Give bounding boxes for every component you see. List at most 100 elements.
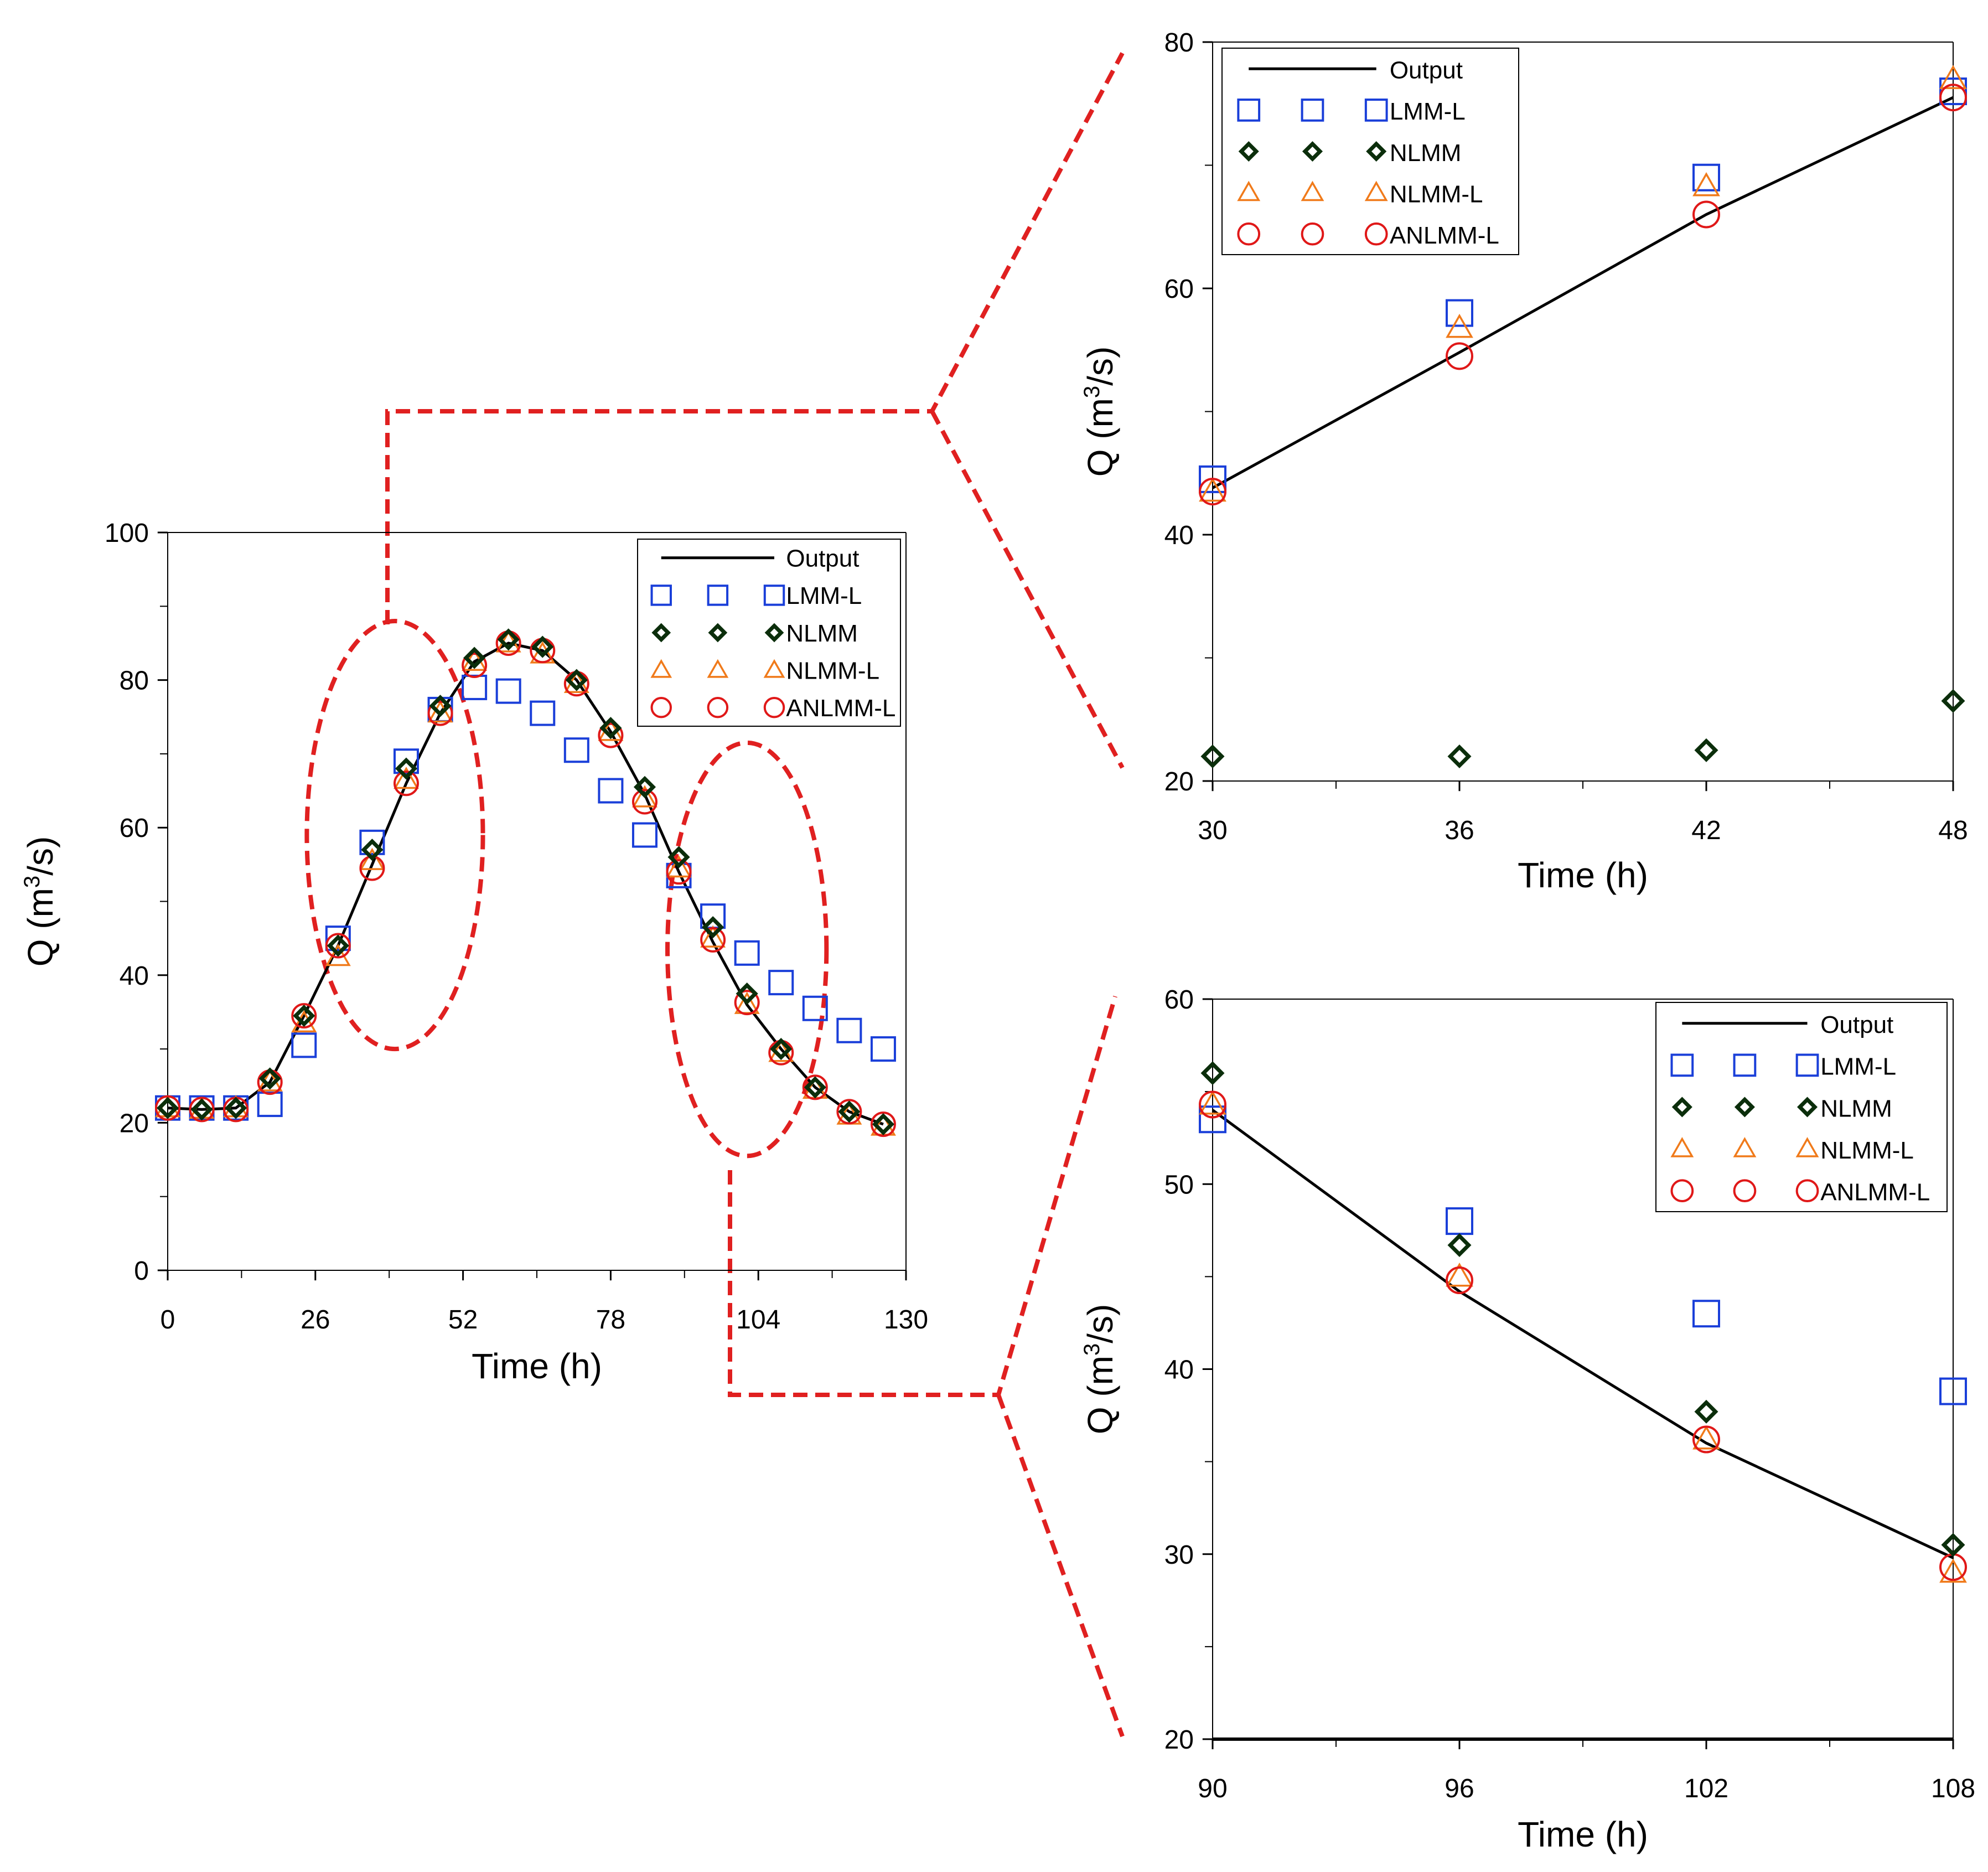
- data-point-nlmm: [327, 934, 349, 957]
- data-point-anlmm-l: [631, 789, 658, 815]
- data-point-nlmm: [463, 647, 486, 669]
- zoom-connector-top-upper: [385, 52, 1125, 624]
- y-tick-label: 30: [1164, 1540, 1194, 1570]
- y-axis-title-tail: /s): [1080, 347, 1120, 386]
- legend-marker-lmm-l: [1301, 99, 1324, 122]
- data-point-anlmm-l: [666, 859, 692, 885]
- data-point-nlmm-l: [1199, 1090, 1226, 1115]
- series-line-output: [167, 642, 884, 1126]
- x-tick-label: 48: [1938, 816, 1968, 845]
- data-point-nlmm-l: [1446, 313, 1473, 338]
- y-tick-label: 80: [120, 666, 149, 696]
- y-tick-label: 50: [1164, 1170, 1194, 1199]
- data-point-lmm-l: [598, 778, 624, 804]
- legend-label: NLMM-L: [1820, 1137, 1914, 1164]
- data-point-lmm-l: [1939, 77, 1967, 105]
- chart-main: 0 26 52 78 104 130 0 20 40 60 80 100 Time (h) Q (m3/s…: [20, 519, 928, 1386]
- legend-marker-lmm-l: [1670, 1053, 1694, 1077]
- legend-marker-lmm-l: [1795, 1053, 1819, 1077]
- data-point-nlmm-l: [700, 925, 726, 948]
- x-axis-title: Time (h): [472, 1346, 602, 1386]
- data-point-anlmm-l: [734, 990, 760, 1016]
- y-axis-title: Q (m3/s): [1080, 347, 1120, 477]
- legend-marker-anlmm-l: [1237, 222, 1261, 246]
- data-point-nlmm: [156, 1097, 179, 1119]
- legend-marker-lmm-l: [763, 585, 785, 606]
- data-point-nlmm: [872, 1113, 895, 1136]
- x-axis-title: Time (h): [1518, 1814, 1648, 1854]
- data-point-nlmm: [1694, 1399, 1718, 1424]
- legend-label: NLMM: [786, 620, 858, 647]
- legend-marker-nlmm: [1238, 141, 1259, 162]
- chart-zoom-bottom: 90 96 102 108 20 30 40 50 60 Time (h) Q (m3/s) Outp…: [1080, 985, 1975, 1854]
- data-point-nlmm: [293, 1005, 315, 1027]
- legend-marker-lmm-l: [1733, 1053, 1757, 1077]
- y-tick-label: 100: [105, 519, 149, 548]
- data-point-nlmm: [736, 982, 758, 1005]
- data-point-nlmm-l: [1939, 1558, 1967, 1583]
- y-axis-title-superscript: 3: [20, 876, 44, 888]
- data-point-lmm-l: [1692, 163, 1720, 192]
- data-point-nlmm: [1941, 1533, 1965, 1557]
- x-tick-label: 108: [1931, 1774, 1975, 1803]
- data-point-lmm-l: [1692, 1300, 1720, 1328]
- legend-marker-lmm-l: [1364, 99, 1388, 122]
- series-line-output: [1212, 96, 1954, 489]
- y-tick-label: 20: [1164, 767, 1194, 797]
- data-point-anlmm-l: [393, 770, 419, 797]
- data-point-anlmm-l: [189, 1097, 215, 1123]
- data-point-lmm-l: [257, 1092, 283, 1118]
- data-point-nlmm-l: [666, 855, 692, 878]
- data-point-lmm-l: [393, 748, 419, 774]
- legend-label: Output: [1820, 1011, 1893, 1038]
- data-point-anlmm-l: [1199, 478, 1226, 506]
- data-point-lmm-l: [291, 1032, 317, 1058]
- x-tick-label: 36: [1445, 816, 1474, 845]
- legend-marker-anlmm-l: [1301, 222, 1324, 246]
- data-point-nlmm: [838, 1100, 861, 1123]
- y-axis-title: Q (m3/s): [20, 836, 60, 967]
- data-point-nlmm: [361, 839, 384, 861]
- legend-marker-nlmm-l: [1795, 1137, 1819, 1157]
- data-point-anlmm-l: [870, 1111, 896, 1137]
- data-point-nlmm: [667, 846, 690, 868]
- x-tick-label: 90: [1198, 1774, 1227, 1803]
- data-point-nlmm: [531, 635, 554, 658]
- legend-marker-nlmm-l: [1364, 180, 1388, 201]
- data-point-nlmm-l: [427, 700, 453, 723]
- y-tick-label: 40: [120, 961, 149, 991]
- x-tick-label: 96: [1445, 1774, 1474, 1803]
- legend-marker-nlmm-l: [1733, 1137, 1757, 1157]
- legend-marker-anlmm-l: [1670, 1179, 1694, 1203]
- legend-label: ANLMM-L: [786, 695, 895, 722]
- zoom-connector-lines: [385, 52, 1125, 1737]
- x-tick-label: 52: [448, 1305, 478, 1335]
- y-tick-label: 20: [120, 1109, 149, 1138]
- legend-marker-nlmm-l: [1670, 1137, 1694, 1157]
- legend-marker-nlmm: [651, 623, 671, 643]
- data-point-lmm-l: [768, 970, 794, 996]
- legend-marker-nlmm-l: [1237, 180, 1261, 201]
- legend-marker-anlmm-l: [1733, 1179, 1757, 1203]
- chart-zoom-top: 30 36 42 48 20 40 60 80 Time (h) Q (m3/s) Output LM…: [1080, 28, 1968, 895]
- y-tick-label: 60: [1164, 985, 1194, 1015]
- data-point-nlmm: [1200, 744, 1225, 769]
- data-point-nlmm: [565, 669, 588, 691]
- data-point-nlmm-l: [1692, 1425, 1720, 1450]
- y-axis-title-main: Q (m: [1080, 1356, 1120, 1434]
- legend-label: NLMM-L: [786, 657, 879, 684]
- zoom-connector-bottom-upper: [728, 995, 1117, 1397]
- data-point-anlmm-l: [1692, 1425, 1720, 1454]
- x-tick-label: 78: [596, 1305, 625, 1335]
- x-tick-label: 130: [884, 1305, 928, 1335]
- data-point-anlmm-l: [836, 1099, 862, 1125]
- data-point-nlmm-l: [1199, 477, 1226, 502]
- data-point-lmm-l: [1199, 1105, 1226, 1134]
- data-point-nlmm-l: [734, 991, 760, 1014]
- data-point-nlmm-l: [1446, 1262, 1473, 1287]
- data-point-lmm-l: [325, 925, 351, 951]
- data-point-lmm-l: [870, 1036, 896, 1062]
- data-point-nlmm: [429, 695, 452, 717]
- data-point-anlmm-l: [155, 1095, 180, 1121]
